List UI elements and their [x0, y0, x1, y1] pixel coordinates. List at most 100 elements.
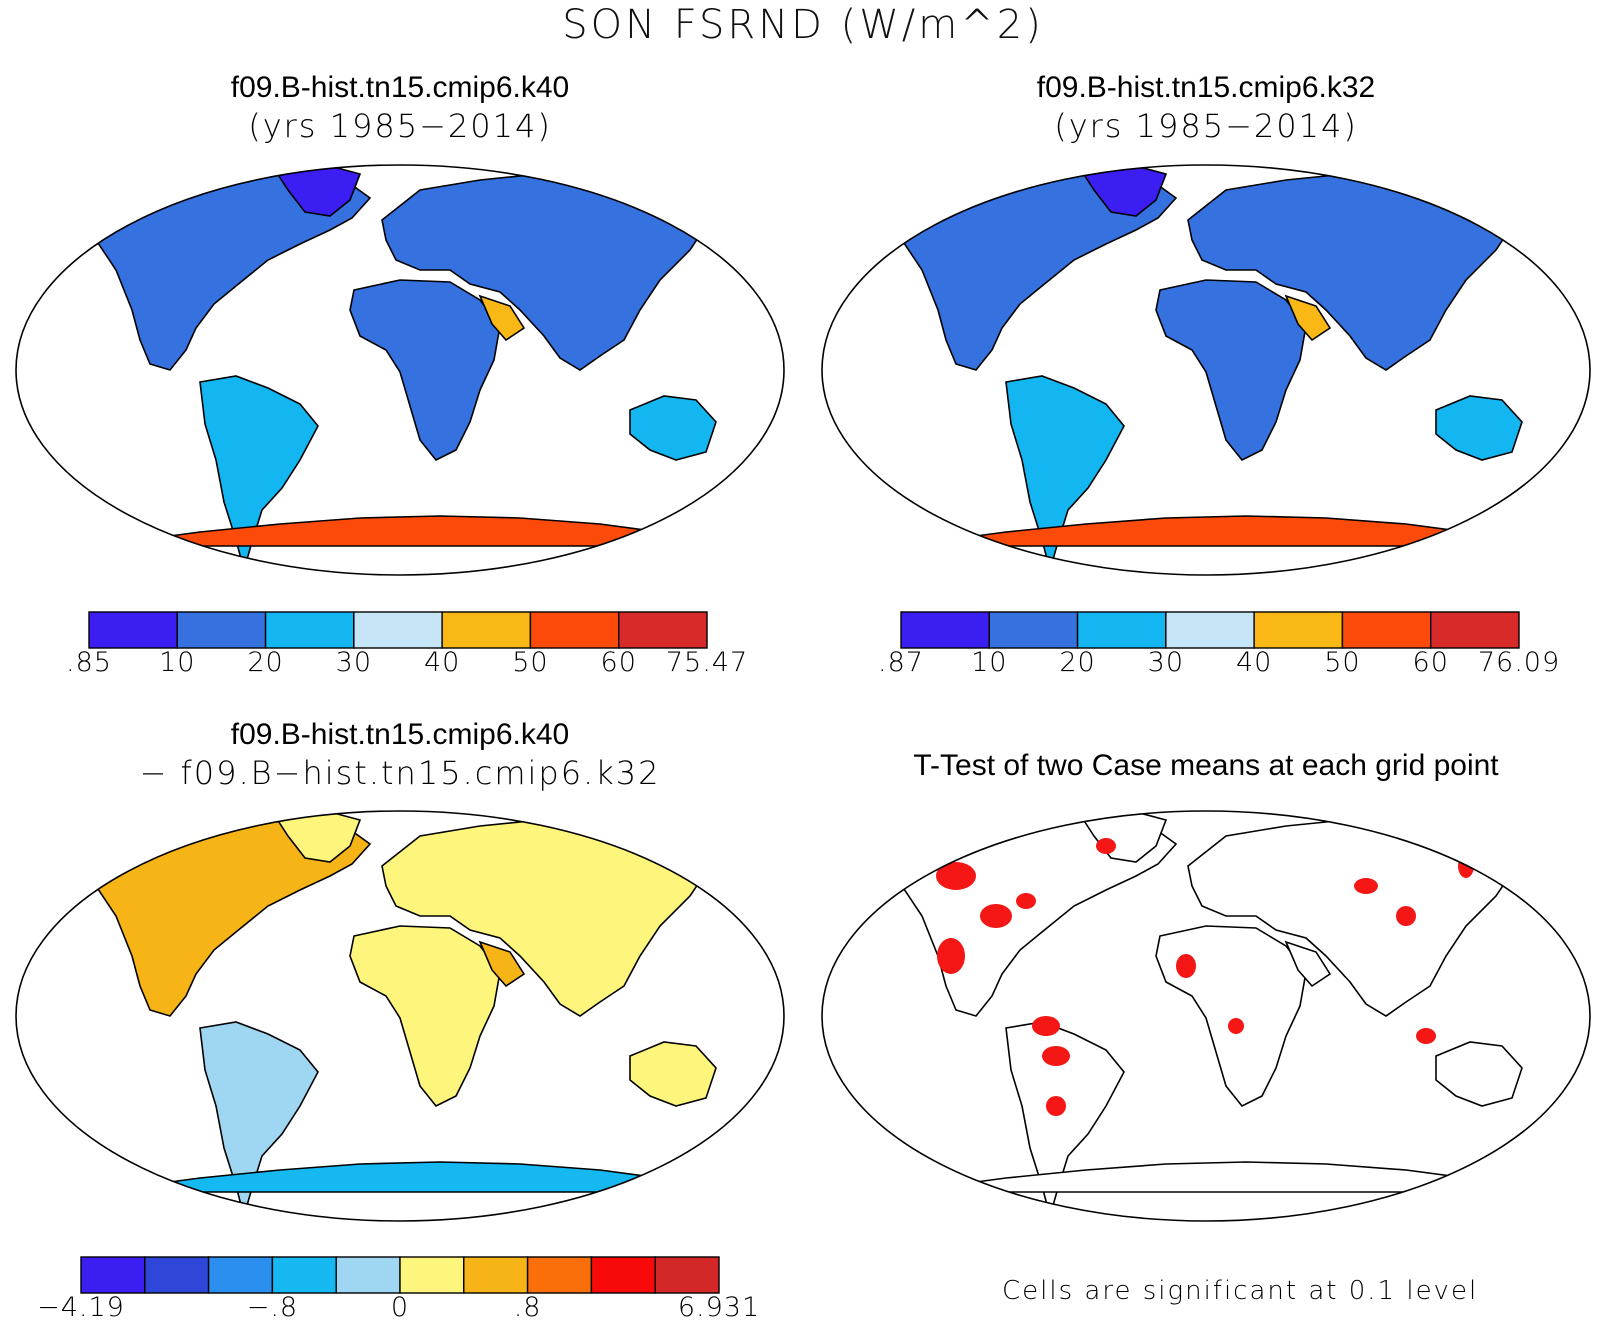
significant-cell	[936, 862, 976, 890]
significant-cell	[1176, 954, 1196, 978]
colorbar-tick-label: 50	[512, 647, 549, 678]
map-frame	[821, 164, 1591, 576]
colorbar-swatch	[463, 1256, 529, 1294]
land-b	[840, 165, 1523, 574]
colorbar-c	[80, 1256, 720, 1294]
colorbar-swatch	[618, 611, 708, 649]
colorbar-tick-label: −.8	[246, 1292, 299, 1323]
colorbar-swatch	[1165, 611, 1255, 649]
map-frame	[15, 810, 785, 1222]
colorbar-tick-label: 20	[1059, 647, 1096, 678]
colorbar-tick-label: 40	[1235, 647, 1273, 678]
significant-cell	[937, 938, 965, 974]
colorbar-tick-label: 60	[1412, 647, 1449, 678]
land-southAmerica	[1005, 375, 1125, 574]
map-panel-a	[15, 164, 785, 576]
map-frame	[15, 164, 785, 576]
colorbar-tick-label: 0	[390, 1292, 410, 1323]
significance-note: Cells are significant at 0.1 level	[1002, 1276, 1479, 1306]
colorbar-swatch	[335, 1256, 401, 1294]
colorbar-swatch	[526, 1256, 593, 1294]
significant-cell	[1416, 1028, 1436, 1044]
colorbar-tick-label: 75.47	[665, 647, 749, 678]
colorbar-swatch	[144, 1256, 210, 1294]
significant-cell	[980, 904, 1012, 928]
colorbar-swatch	[353, 611, 443, 649]
land-australia	[629, 1041, 717, 1107]
land-australia	[1435, 395, 1523, 461]
map-panel-c	[15, 810, 785, 1222]
land-southAmerica	[199, 1021, 319, 1220]
colorbar-swatch	[264, 611, 355, 649]
panel-b-years: (yrs 1985−2014)	[1054, 107, 1358, 145]
land-antarctica	[945, 1161, 1467, 1193]
panel-c-case: f09.B-hist.tn15.cmip6.k40	[230, 718, 570, 751]
land-arabia	[478, 940, 526, 988]
colorbar-swatch	[1341, 611, 1432, 649]
significant-cell	[1354, 878, 1378, 894]
colorbar-tick-label: −4.19	[37, 1292, 125, 1323]
colorbar-tick-label: .85	[66, 647, 112, 678]
land-africa	[1155, 925, 1307, 1108]
land-antarctica	[139, 515, 661, 547]
colorbar-swatch	[80, 1256, 146, 1294]
map-panel-d	[821, 810, 1591, 1222]
panel-c-minus-case: − f09.B−hist.tn15.cmip6.k32	[139, 754, 661, 792]
colorbar-tick-label: .8	[513, 1292, 542, 1323]
land-a	[34, 165, 717, 574]
land-arabia	[1284, 294, 1332, 342]
colorbar-tick-label: 40	[423, 647, 461, 678]
panel-b-title: f09.B-hist.tn15.cmip6.k32 (yrs 1985−2014…	[806, 70, 1606, 146]
significant-cell	[1096, 838, 1116, 854]
panel-a-title: f09.B-hist.tn15.cmip6.k40 (yrs 1985−2014…	[0, 70, 800, 146]
land-southAmerica	[199, 375, 319, 574]
colorbar-a	[88, 611, 708, 649]
colorbar-tick-label: .87	[878, 647, 924, 678]
land-australia	[1435, 1041, 1523, 1107]
colorbar-swatch	[1076, 611, 1167, 649]
land-arabia	[478, 294, 526, 342]
colorbar-swatch	[590, 1256, 656, 1294]
panel-c-title: f09.B-hist.tn15.cmip6.k40 − f09.B−hist.t…	[0, 717, 800, 793]
colorbar-tick-label: 10	[159, 647, 196, 678]
land-arabia	[1284, 940, 1332, 988]
colorbar-swatch	[441, 611, 532, 649]
land-antarctica	[945, 515, 1467, 547]
colorbar-swatch	[988, 611, 1079, 649]
land-c	[34, 811, 717, 1220]
panel-a-years: (yrs 1985−2014)	[248, 107, 552, 145]
panel-d-heading: T-Test of two Case means at each grid po…	[913, 749, 1499, 782]
colorbar-swatch	[900, 611, 990, 649]
colorbar-swatch	[1430, 611, 1520, 649]
colorbar-tick-label: 76.09	[1477, 647, 1561, 678]
land-d	[840, 811, 1523, 1220]
colorbar-tick-label: 6.931	[677, 1292, 761, 1323]
colorbar-tick-label: 20	[247, 647, 284, 678]
colorbar-swatch	[529, 611, 620, 649]
land-africa	[349, 925, 501, 1108]
colorbar-b	[900, 611, 1520, 649]
colorbar-swatch	[88, 611, 178, 649]
significant-cell	[1016, 893, 1036, 909]
colorbar-swatch	[271, 1256, 337, 1294]
colorbar-swatch	[654, 1256, 720, 1294]
colorbar-tick-label: 50	[1324, 647, 1361, 678]
figure-title: SON FSRND (W/m^2)	[562, 2, 1044, 48]
significant-cell	[1032, 1016, 1060, 1036]
colorbar-tick-label: 30	[335, 647, 373, 678]
land-southAmerica	[1005, 1021, 1125, 1220]
colorbar-swatch	[207, 1256, 274, 1294]
panel-b-case: f09.B-hist.tn15.cmip6.k32	[1036, 71, 1376, 104]
land-africa	[1155, 279, 1307, 462]
significant-cell	[1046, 1096, 1066, 1116]
significant-cell	[1042, 1046, 1070, 1066]
panel-d-title: T-Test of two Case means at each grid po…	[806, 748, 1606, 784]
significant-cell	[1396, 906, 1416, 926]
map-frame	[821, 810, 1591, 1222]
colorbar-swatch	[1253, 611, 1344, 649]
colorbar-swatch	[399, 1256, 465, 1294]
colorbar-tick-label: 60	[600, 647, 637, 678]
colorbar-tick-label: 10	[971, 647, 1008, 678]
colorbar-swatch	[176, 611, 267, 649]
panel-a-case: f09.B-hist.tn15.cmip6.k40	[230, 71, 570, 104]
